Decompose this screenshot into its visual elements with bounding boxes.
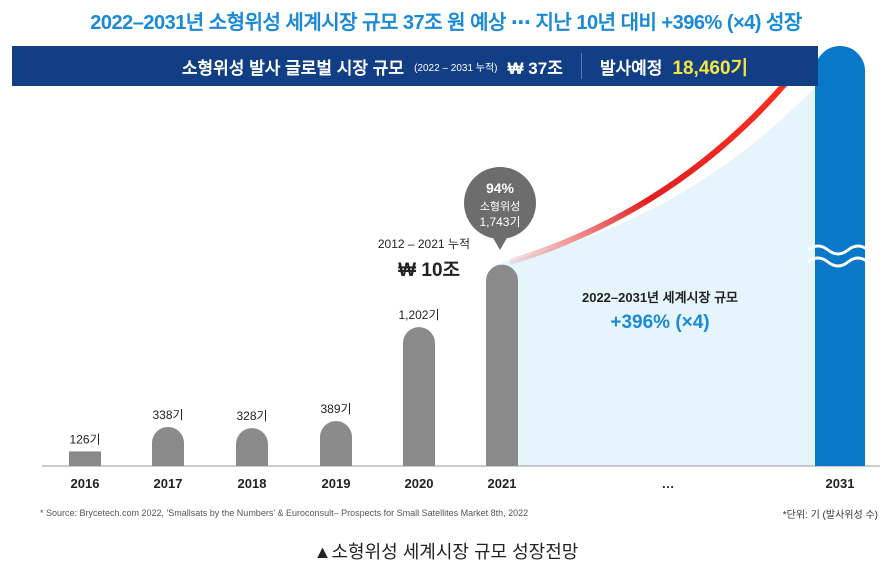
banner-value: ₩ 37조 [507,58,563,78]
x-tick-label: 2031 [826,476,855,491]
x-tick-label: 2018 [238,476,267,491]
caption: ▲소형위성 세계시장 규모 성장전망 [313,542,579,562]
bar-2020 [403,327,435,466]
cumulative-value: ₩ 10조 [398,260,460,281]
unit-note: *단위: 기 (발사위성 수) [782,510,878,521]
bubble-value: 1,743기 [479,215,520,229]
bubble-2021: 94% 소형위성 1,743기 [464,167,536,250]
x-tick-label: … [662,476,675,491]
forecast-value: +396% (×4) [610,312,709,333]
value-label: 1,202기 [398,308,439,322]
x-tick-label: 2019 [322,476,351,491]
launch-value: 18,460기 [672,57,748,79]
banner-period: (2022 – 2031 누적) [414,62,498,74]
forecast-area [502,60,840,466]
source-note: * Source: Brycetech.com 2022, 'Smallsats… [40,508,529,518]
bar-2031 [815,46,865,466]
value-label: 338기 [152,408,183,422]
x-tick-label: 2017 [154,476,183,491]
bubble-label: 소형위성 [480,200,520,213]
x-tick-label: 2016 [71,476,100,491]
bubble-pct: 94% [486,180,515,196]
launch-label: 발사예정 [599,58,663,78]
summary-banner: 소형위성 발사 글로벌 시장 규모 (2022 – 2031 누적) ₩ 37조… [12,46,818,86]
forecast-label: 2022–2031년 세계시장 규모 [582,290,738,305]
value-label: 389기 [320,402,351,416]
x-tick-label: 2021 [488,476,517,491]
banner-label: 소형위성 발사 글로벌 시장 규모 [181,58,405,78]
x-tick-label: 2020 [405,476,434,491]
chart-title: 2022–2031년 소형위성 세계시장 규모 37조 원 예상 ⋯ 지난 10… [90,12,802,34]
growth-arrow [509,70,798,265]
bar-2021 [486,264,518,466]
cumulative-label: 2012 – 2021 누적 [378,237,470,251]
value-label: 328기 [236,409,267,423]
banner-divider [580,53,582,79]
value-label: 126기 [69,432,100,446]
axis-break-icon [807,244,869,268]
